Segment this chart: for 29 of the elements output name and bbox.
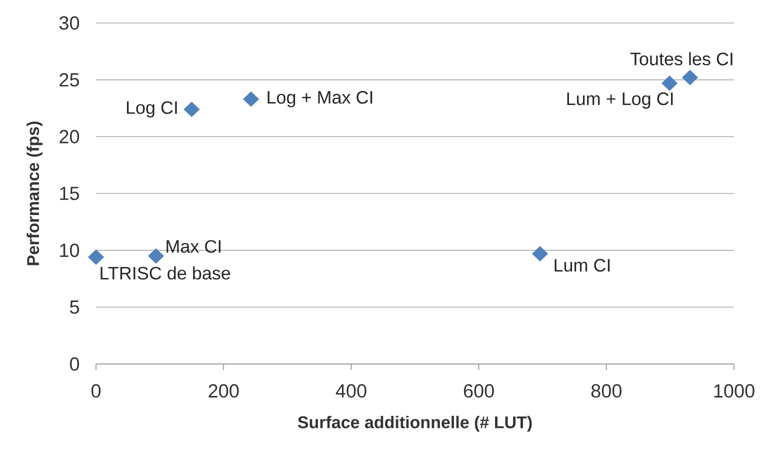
y-tick-label: 10: [60, 244, 80, 258]
y-tick-label: 15: [60, 186, 80, 200]
annotation: Max CI: [166, 240, 221, 253]
annotation: Lum + Log CI: [567, 92, 673, 109]
x-tick-label: 0: [91, 384, 101, 398]
point: [148, 248, 164, 264]
x-tick-label: 800: [591, 384, 622, 398]
annotation: LTRISC de base: [100, 266, 230, 280]
point: [243, 91, 260, 107]
y-tick-label: 0: [70, 357, 80, 371]
annotation: Toutes les CI: [630, 52, 732, 66]
point: [184, 102, 200, 118]
annotation: Log CI: [126, 101, 177, 118]
x-tick-label: 200: [208, 384, 239, 398]
y-tick-label: 25: [60, 73, 80, 87]
point: [662, 76, 678, 91]
point: [88, 249, 104, 265]
x-tick-label: 600: [464, 384, 494, 398]
y-tick-label: 5: [70, 300, 80, 314]
x-tick-label: 1000: [714, 384, 754, 398]
y-tick-label: 30: [59, 16, 80, 30]
y-axis-title: Performance (fps): [26, 122, 42, 266]
x-axis-title: Surface additionnelle (# LUT): [298, 416, 532, 432]
point: [532, 246, 548, 262]
annotation: Lum CI: [554, 258, 610, 272]
y-tick-label: 20: [60, 130, 80, 144]
x-tick-label: 400: [336, 384, 366, 398]
annotation: Log + Max CI: [268, 91, 372, 108]
point: [682, 70, 698, 86]
